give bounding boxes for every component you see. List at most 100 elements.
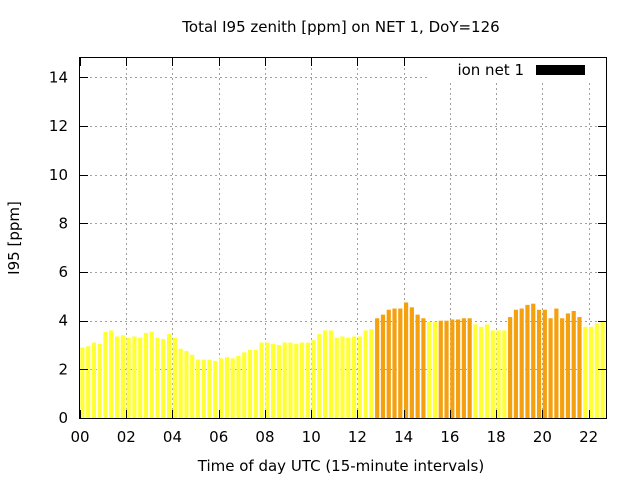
- bar: [282, 342, 287, 418]
- bar: [276, 345, 282, 418]
- bar: [305, 342, 310, 418]
- bar: [565, 313, 571, 418]
- bar: [577, 317, 582, 418]
- bar: [421, 318, 426, 418]
- bar: [479, 326, 484, 418]
- bar: [583, 326, 588, 418]
- bar: [143, 332, 149, 418]
- bar: [195, 359, 201, 418]
- bar: [328, 330, 334, 418]
- bar: [132, 336, 137, 418]
- x-tick-label: 12: [348, 428, 367, 446]
- bar: [207, 359, 212, 418]
- bar: [149, 331, 154, 418]
- bar: [247, 349, 253, 418]
- bar: [519, 308, 524, 418]
- legend-swatch: [536, 65, 585, 75]
- bar: [311, 340, 316, 418]
- x-tick-label: 00: [70, 428, 89, 446]
- bar: [369, 329, 374, 418]
- x-tick-label: 06: [209, 428, 228, 446]
- bar: [588, 326, 594, 418]
- bar: [432, 321, 438, 418]
- bar: [103, 331, 108, 418]
- y-tick-label: 14: [49, 68, 68, 86]
- bar: [386, 309, 391, 418]
- bar: [253, 349, 258, 418]
- bar: [294, 343, 299, 418]
- bar: [403, 302, 409, 418]
- x-tick-label: 18: [487, 428, 506, 446]
- x-tick-label: 02: [117, 428, 136, 446]
- bar: [184, 351, 189, 418]
- bar: [484, 324, 490, 418]
- bars: [80, 302, 605, 418]
- x-axis-label: Time of day UTC (15-minute intervals): [197, 457, 484, 475]
- bar: [86, 346, 91, 418]
- plot-frame: [79, 57, 607, 419]
- bar: [571, 310, 576, 418]
- bar: [542, 309, 547, 418]
- bar: [548, 318, 553, 418]
- bar: [450, 319, 455, 418]
- bar: [323, 330, 328, 418]
- y-tick-label: 12: [49, 117, 68, 135]
- bar: [363, 330, 368, 418]
- bar: [299, 342, 305, 418]
- bar: [461, 318, 466, 418]
- bar: [375, 318, 380, 418]
- bar: [265, 342, 270, 418]
- bar: [531, 303, 536, 418]
- bar: [201, 359, 206, 418]
- bar: [346, 337, 351, 418]
- bar: [502, 330, 507, 418]
- bar: [340, 336, 345, 418]
- bar: [438, 320, 443, 418]
- y-tick-label: 2: [58, 360, 68, 378]
- bar: [467, 318, 472, 418]
- bar: [236, 355, 241, 418]
- x-tick-label: 22: [579, 428, 598, 446]
- bar: [114, 336, 120, 418]
- bar: [380, 314, 386, 418]
- bar: [444, 320, 449, 418]
- y-tick-label: 0: [58, 409, 68, 427]
- bar: [109, 330, 114, 418]
- bar: [536, 309, 542, 418]
- bar: [271, 343, 276, 418]
- x-tick-label: 20: [533, 428, 552, 446]
- bar: [91, 342, 97, 418]
- bar: [357, 336, 362, 418]
- x-tick-label: 04: [163, 428, 182, 446]
- bar: [317, 334, 322, 418]
- y-tick-label: 8: [58, 214, 68, 232]
- bar: [126, 337, 131, 418]
- bar: [178, 348, 183, 418]
- bar: [473, 324, 478, 418]
- x-tick-label: 16: [440, 428, 459, 446]
- bar: [456, 319, 461, 418]
- x-tick-label: 08: [255, 428, 274, 446]
- x-tick-label: 14: [394, 428, 413, 446]
- y-tick-label: 4: [58, 312, 68, 330]
- bar: [490, 330, 495, 418]
- bar: [427, 321, 432, 418]
- bar: [409, 307, 414, 418]
- bar: [288, 342, 293, 418]
- bar: [392, 308, 397, 418]
- bar: [172, 337, 177, 418]
- legend: ion net 1: [428, 58, 606, 80]
- legend-label: ion net 1: [457, 61, 524, 79]
- bar: [259, 342, 264, 418]
- bar: [525, 304, 530, 418]
- bar: [213, 360, 218, 418]
- bar: [560, 318, 565, 418]
- bar: [230, 358, 235, 418]
- bar: [513, 309, 518, 418]
- y-axis-label: I95 [ppm]: [5, 201, 23, 275]
- bar: [80, 347, 85, 418]
- bar: [415, 314, 420, 418]
- bar: [398, 308, 403, 418]
